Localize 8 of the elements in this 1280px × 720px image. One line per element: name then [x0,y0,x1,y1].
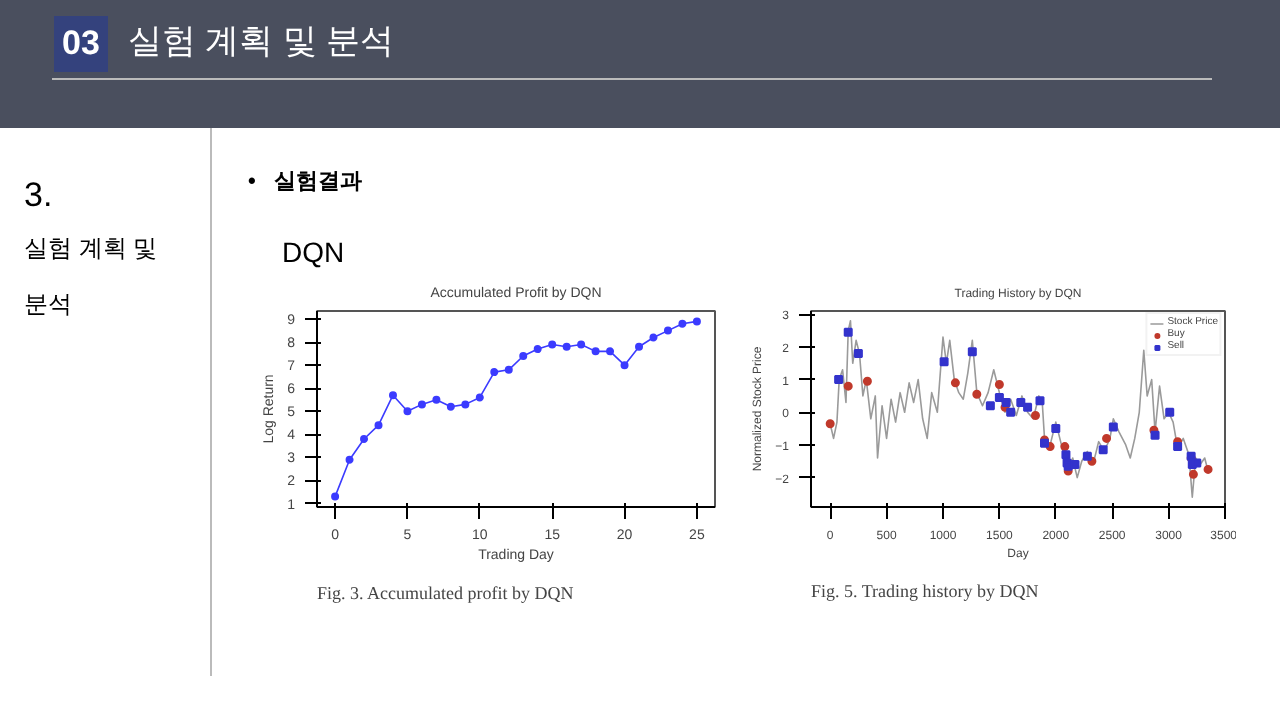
text: 실험 계획 및 분석 [24,232,158,323]
text: DQN [282,233,347,272]
text: • 실험결과 [248,168,363,198]
text: 실험 계획 및 분석 [128,20,395,64]
caption: Fig. 5. Trading history by DQN [811,581,1040,601]
text: 3. [24,174,55,218]
text: 03 [54,16,108,73]
caption: Fig. 3. Accumulated profit by DQN [317,583,575,603]
